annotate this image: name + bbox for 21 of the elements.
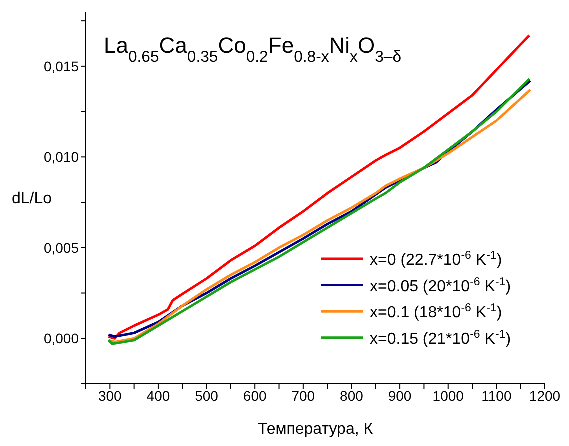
y-tick-label: 0,000 (44, 330, 80, 347)
x-tick-label: 300 (98, 388, 122, 404)
x-tick-label: 400 (146, 388, 170, 404)
chart-title: La$_{0.65}$Ca$_{0.35}$Co$_{0.2}$Fe$_{0.8-x}$Ni$_{x}$O$_{3–δ}$ (104, 33, 402, 66)
x-tick-label: 900 (388, 388, 412, 404)
x-tick-label: 1200 (529, 388, 561, 404)
legend-label: x=0.15 (21*10$^{-6}$ K$^{-1}$) (370, 328, 512, 348)
legend-label: x=0.1 (18*10$^{-6}$ K$^{-1}$) (370, 302, 502, 322)
x-axis-title: Температура, К (258, 421, 374, 438)
y-axis-title: dL/Lo (12, 190, 52, 208)
legend-label: x=0.05 (20*10$^{-6}$ K$^{-1}$) (370, 276, 512, 296)
x-tick-label: 500 (195, 388, 219, 404)
y-tick-label: 0,015 (44, 58, 80, 74)
y-tick-label: 0,010 (44, 149, 80, 166)
y-tick-label: 0,005 (44, 240, 80, 256)
x-tick-label: 1100 (482, 388, 512, 404)
x-tick-label: 700 (292, 388, 316, 404)
x-tick-label: 1000 (432, 388, 464, 404)
x-tick-label: 600 (243, 388, 267, 404)
legend-label: x=0 (22.7*10$^{-6}$ K$^{-1}$) (370, 250, 502, 269)
x-tick-label: 800 (340, 388, 364, 404)
